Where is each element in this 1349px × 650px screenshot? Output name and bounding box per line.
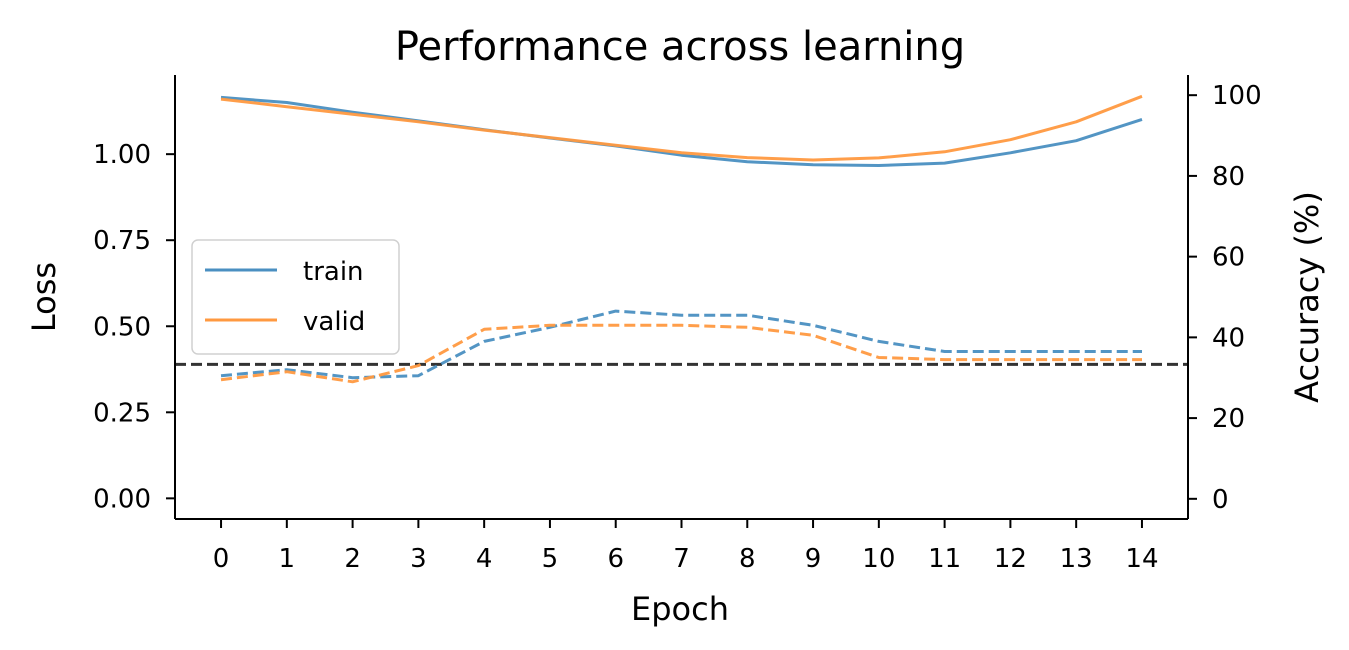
series-train-loss-line	[220, 95, 1143, 167]
y-tick-label-left: 0.25	[93, 398, 151, 428]
y-tick-label-right: 20	[1212, 404, 1245, 434]
chart-title: Performance across learning	[395, 24, 965, 70]
x-tick-label: 6	[607, 544, 624, 574]
y-tick-label-left: 1.00	[93, 140, 151, 170]
x-tick-label: 4	[476, 544, 493, 574]
x-tick-label: 3	[410, 544, 427, 574]
x-axis-label: Epoch	[631, 590, 729, 628]
y-axis-label-right: Accuracy (%)	[1288, 191, 1326, 403]
x-tick-label: 12	[994, 544, 1027, 574]
x-tick-label: 11	[928, 544, 961, 574]
y-axis-label-left: Loss	[25, 262, 63, 332]
series-train-accuracy-line	[220, 309, 1142, 380]
x-tick-label: 8	[739, 544, 756, 574]
series-valid-loss-line	[220, 94, 1143, 162]
y-tick-label-left: 0.00	[93, 484, 151, 514]
y-tick-label-left: 0.75	[93, 226, 151, 256]
x-tick-label: 10	[862, 544, 895, 574]
legend-label-valid: valid	[303, 307, 365, 337]
legend-box	[191, 239, 400, 355]
x-tick-label: 9	[805, 544, 822, 574]
y-tick-label-left: 0.50	[93, 312, 151, 342]
y-tick-label-right: 0	[1212, 485, 1229, 515]
y-tick-label-right: 80	[1212, 162, 1245, 192]
x-tick-label: 5	[542, 544, 559, 574]
y-tick-label-right: 40	[1212, 323, 1245, 353]
legend: train valid	[191, 239, 400, 355]
legend-label-train: train	[303, 257, 364, 287]
y-tick-label-right: 100	[1212, 81, 1262, 111]
y-tick-label-right: 60	[1212, 243, 1245, 273]
x-tick-label: 13	[1060, 544, 1093, 574]
x-tick-label: 14	[1125, 544, 1158, 574]
series-valid-accuracy-line	[220, 323, 1142, 384]
x-tick-label: 7	[673, 544, 690, 574]
x-tick-label: 0	[213, 544, 230, 574]
x-tick-label: 1	[279, 544, 296, 574]
x-tick-label: 2	[344, 544, 361, 574]
